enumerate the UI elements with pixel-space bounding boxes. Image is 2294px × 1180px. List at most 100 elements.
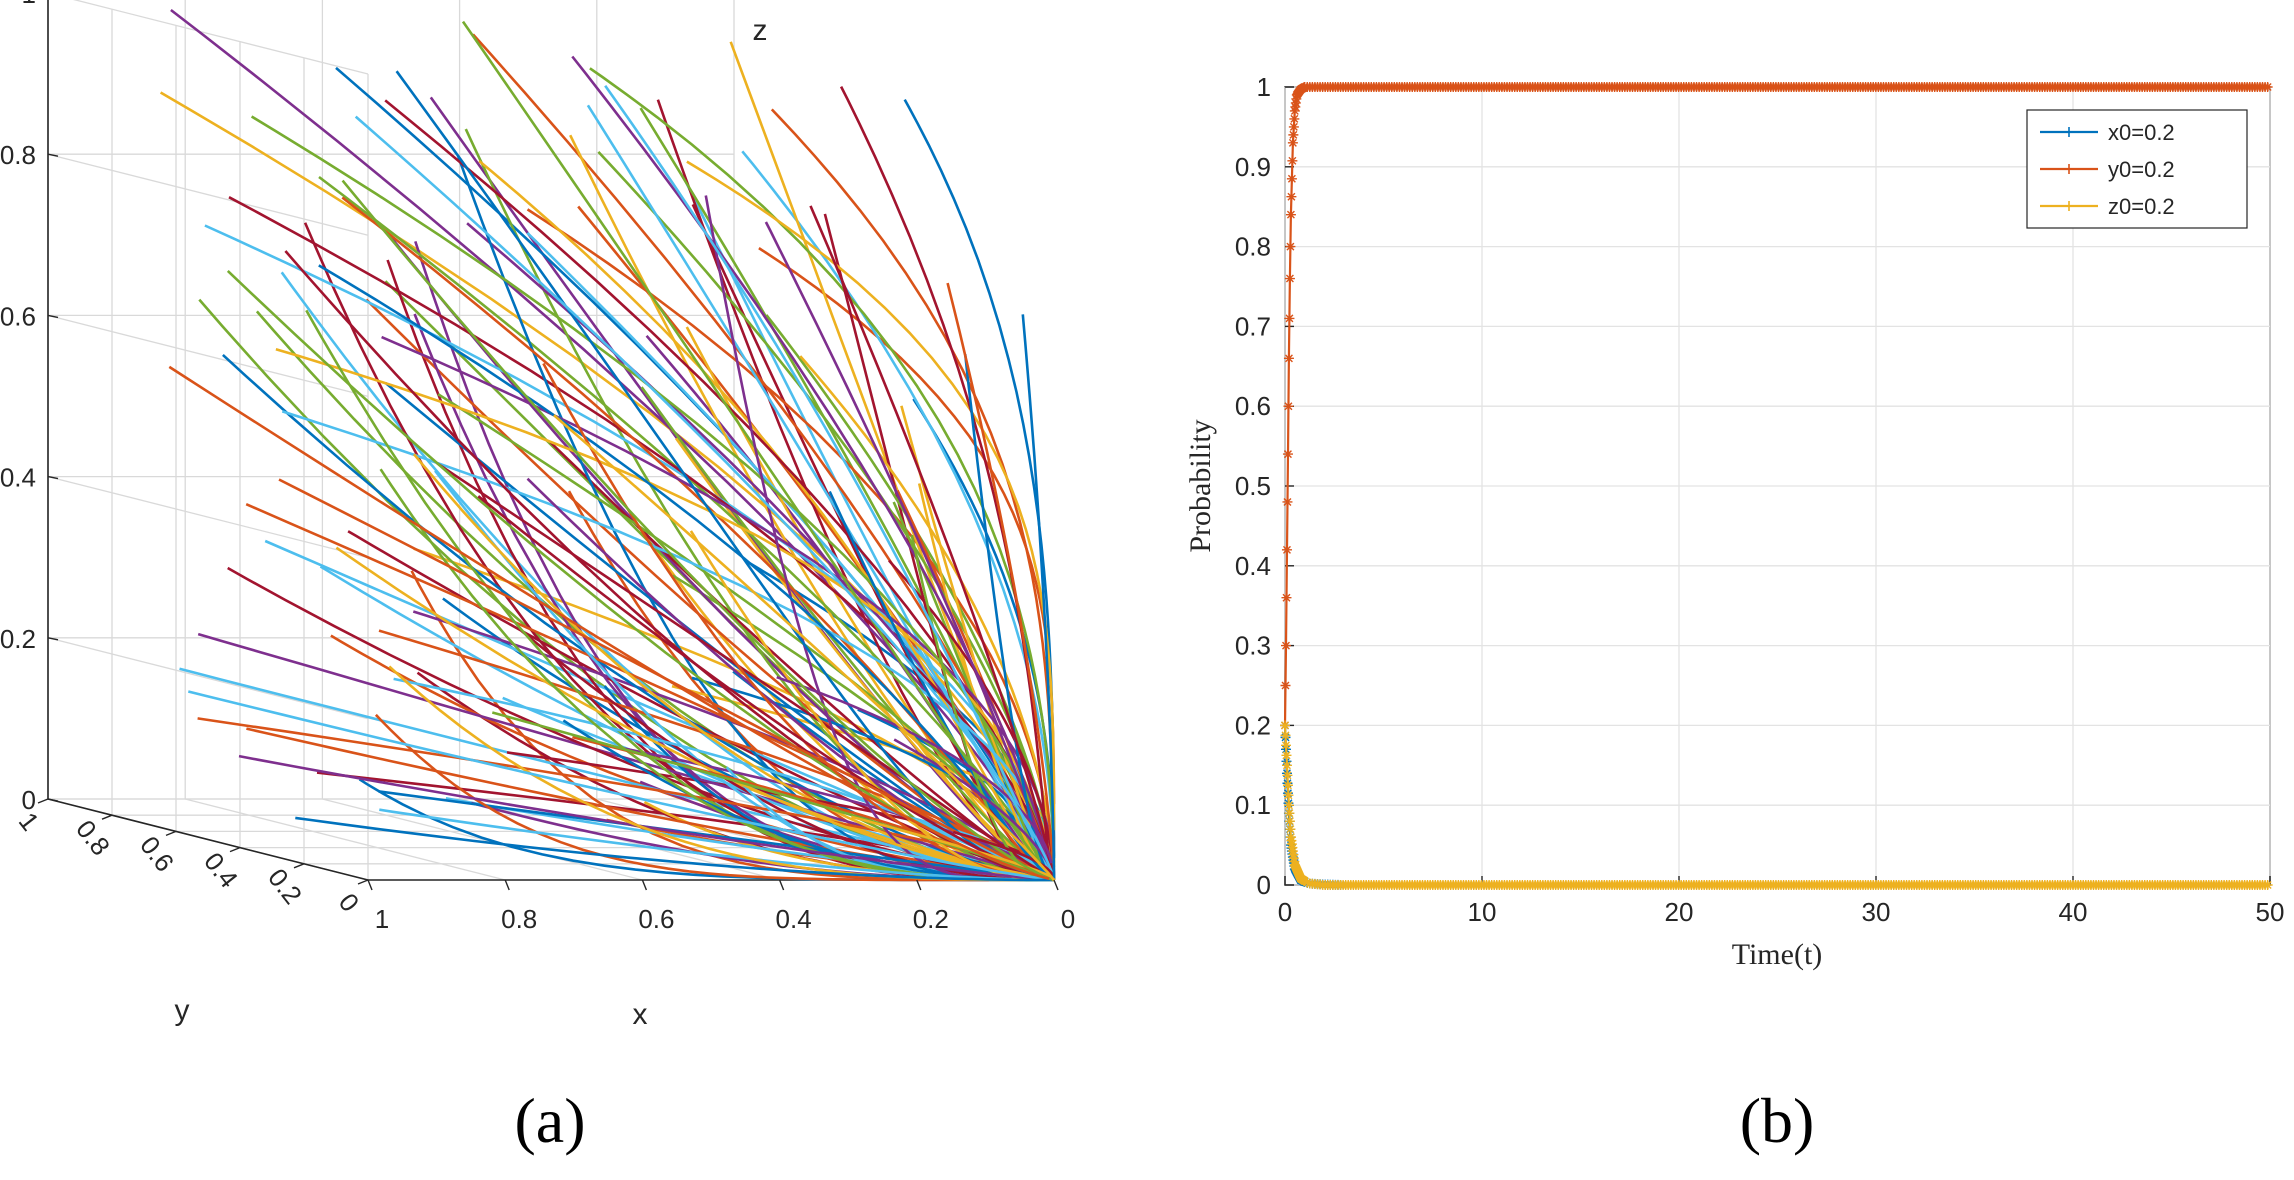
series-marker bbox=[1287, 137, 1298, 148]
x-tick bbox=[916, 879, 922, 891]
x-axis-label: Time(t) bbox=[1732, 938, 1823, 971]
series-marker bbox=[1281, 544, 1292, 555]
x-tick-label: 1 bbox=[375, 904, 389, 934]
y-tick-label: 0.9 bbox=[1235, 152, 1271, 182]
y-tick-label: 0.5 bbox=[1235, 471, 1271, 501]
series-marker bbox=[1282, 449, 1293, 460]
series-marker bbox=[1281, 760, 1292, 771]
z-tick-label: 0.2 bbox=[0, 624, 36, 654]
z-tick bbox=[47, 798, 59, 802]
chart-probability-time: 0 10 20 30 40 50 0 0.1 0.2 0.3 0.4 0.5 0.6 0.7 0.8 0.9 1… bbox=[1184, 72, 2284, 971]
x-tick-label: 50 bbox=[2256, 897, 2285, 927]
y-tick-label: 0.4 bbox=[1235, 551, 1271, 581]
legend-label: z0=0.2 bbox=[2108, 194, 2175, 219]
legend-label: y0=0.2 bbox=[2108, 157, 2175, 182]
x-axis-label: x bbox=[633, 998, 648, 1031]
x-tick-label: 0 bbox=[1278, 897, 1292, 927]
series-marker bbox=[1280, 680, 1291, 691]
series-marker bbox=[1289, 113, 1300, 124]
series-marker bbox=[1280, 740, 1291, 751]
x-tick-label: 0.8 bbox=[501, 904, 537, 934]
legend-swatch-marker bbox=[2064, 164, 2074, 174]
series-marker bbox=[2262, 880, 2273, 890]
series-marker bbox=[1282, 496, 1293, 507]
y-axis-label: Probability bbox=[1184, 419, 1217, 552]
series-marker bbox=[1283, 353, 1294, 364]
series-marker bbox=[1285, 209, 1296, 220]
y-axis-label: y bbox=[175, 994, 190, 1027]
series-marker bbox=[1281, 750, 1292, 761]
y-axis-line bbox=[47, 798, 369, 881]
series-marker bbox=[1284, 816, 1295, 827]
y-tick bbox=[165, 830, 177, 837]
y-tick-label: 0.8 bbox=[70, 814, 116, 861]
series-marker bbox=[1283, 800, 1294, 811]
z-axis-label: z bbox=[753, 14, 768, 47]
y-tick-label: 0.6 bbox=[1235, 391, 1271, 421]
x-tick bbox=[1053, 879, 1059, 891]
z-tick-label: 0.8 bbox=[0, 140, 36, 170]
grid-line bbox=[47, 637, 369, 720]
ticks-2d: 0 10 20 30 40 50 0 0.1 0.2 0.3 0.4 0.5 0.6 0.7 0.8 0.9 1 bbox=[1235, 72, 2285, 927]
legend-swatch-marker bbox=[2064, 201, 2074, 211]
trajectory-curve bbox=[776, 675, 1053, 864]
series-lines bbox=[1280, 82, 2273, 890]
y-tick-label: 0.3 bbox=[1235, 631, 1271, 661]
series-marker bbox=[1287, 155, 1298, 166]
legend: x0=0.2 y0=0.2 z0=0.2 bbox=[2026, 109, 2248, 229]
z-tick bbox=[47, 153, 59, 157]
panel-label-a: (a) bbox=[514, 1085, 585, 1156]
series-marker bbox=[1280, 730, 1291, 741]
series-marker bbox=[1280, 720, 1290, 731]
grid-line bbox=[47, 153, 369, 236]
x-tick-label: 0.6 bbox=[638, 904, 674, 934]
series-marker bbox=[1299, 876, 1310, 887]
z-tick bbox=[47, 314, 59, 319]
panel-label-b: (b) bbox=[1740, 1085, 1815, 1156]
x-tick-label: 0 bbox=[1061, 904, 1075, 934]
legend-label: x0=0.2 bbox=[2108, 120, 2175, 145]
series-marker bbox=[1283, 790, 1294, 801]
series-marker bbox=[1285, 824, 1296, 835]
y-tick-label: 0 bbox=[333, 888, 366, 918]
z-tick bbox=[47, 475, 59, 480]
x-tick-label: 30 bbox=[1862, 897, 1891, 927]
trajectory-curve bbox=[168, 365, 1050, 880]
z-tick bbox=[47, 637, 59, 641]
trajectory-curve bbox=[354, 115, 1054, 874]
series-marker bbox=[1284, 808, 1295, 819]
y-tick-label: 0.4 bbox=[198, 847, 244, 894]
y-tick-label: 0.2 bbox=[262, 863, 308, 910]
series-marker bbox=[1282, 780, 1293, 791]
grid-line bbox=[47, 475, 369, 559]
series-marker bbox=[1285, 241, 1296, 252]
trajectory-curve bbox=[553, 414, 1056, 882]
series-marker bbox=[1284, 313, 1295, 324]
y-tick-label: 0.7 bbox=[1235, 311, 1271, 341]
y-tick-label: 1 bbox=[1257, 72, 1271, 102]
x-tick bbox=[367, 879, 373, 891]
series-marker bbox=[1284, 273, 1295, 284]
series-marker bbox=[1288, 129, 1299, 140]
series-marker bbox=[1288, 121, 1299, 132]
x-tick bbox=[504, 879, 510, 891]
z-tick-label: 1 bbox=[22, 0, 36, 9]
y-tick-label: 0 bbox=[1257, 870, 1271, 900]
series-marker bbox=[1282, 770, 1293, 781]
y-tick bbox=[101, 814, 113, 820]
legend-swatch-marker bbox=[2064, 127, 2074, 137]
z-tick-label: 0 bbox=[22, 785, 36, 815]
z-tick-label: 0.6 bbox=[0, 301, 36, 331]
trajectory-curve bbox=[295, 816, 1053, 882]
trajectory-curve bbox=[1021, 314, 1056, 879]
x-tick-label: 0.4 bbox=[776, 904, 812, 934]
trajectory-curves bbox=[159, 8, 1056, 882]
y-tick-label: 0.8 bbox=[1235, 232, 1271, 262]
y-tick bbox=[37, 798, 49, 804]
trajectory-curve bbox=[604, 85, 1053, 876]
y-tick-label: 0.2 bbox=[1235, 710, 1271, 740]
chart-3d-trajectories: 00.20.40.60.8100.20.40.60.8100.20.40.60.… bbox=[0, 0, 1075, 1031]
grid-line bbox=[185, 798, 506, 881]
y-tick-label: 0.6 bbox=[134, 830, 180, 877]
